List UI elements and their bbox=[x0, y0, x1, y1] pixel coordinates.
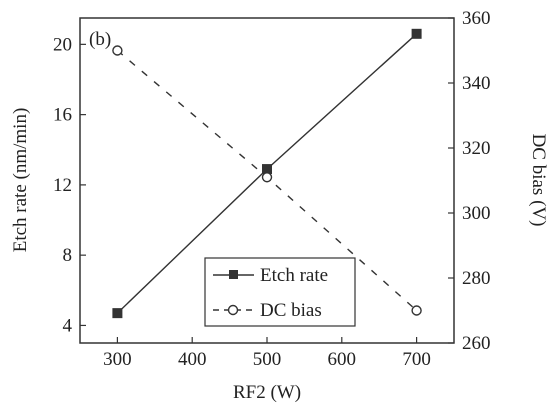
right-y-tick-label-300: 300 bbox=[462, 203, 491, 224]
legend-label-etch-rate: Etch rate bbox=[260, 265, 328, 286]
point-etch-rate-700 bbox=[411, 28, 422, 39]
legend-marker-etch-rate bbox=[229, 270, 238, 279]
left-y-tick-label-20: 20 bbox=[53, 34, 72, 55]
point-dc-bias-700 bbox=[411, 305, 422, 316]
left-y-axis-title: Etch rate (nm/min) bbox=[10, 108, 31, 253]
right-y-axis-title: DC bias (V) bbox=[528, 134, 549, 227]
point-etch-rate-300 bbox=[112, 308, 123, 319]
left-y-tick-label-16: 16 bbox=[53, 105, 72, 126]
legend: Etch rate DC bias bbox=[204, 257, 356, 327]
left-y-tick-label-8: 8 bbox=[63, 245, 73, 266]
right-y-tick-label-280: 280 bbox=[462, 268, 491, 289]
x-tick-label-500: 500 bbox=[253, 349, 282, 370]
x-axis-ticks: 300 400 500 600 700 bbox=[103, 337, 431, 370]
point-dc-bias-300 bbox=[112, 45, 123, 56]
left-y-tick-label-12: 12 bbox=[53, 175, 72, 196]
x-tick-label-400: 400 bbox=[178, 349, 207, 370]
left-y-tick-label-4: 4 bbox=[63, 315, 73, 336]
right-y-tick-label-260: 260 bbox=[462, 333, 491, 354]
right-y-tick-label-340: 340 bbox=[462, 73, 491, 94]
legend-box bbox=[204, 257, 356, 327]
right-y-tick-label-320: 320 bbox=[462, 138, 491, 159]
x-tick-label-300: 300 bbox=[103, 349, 132, 370]
x-tick-label-700: 700 bbox=[402, 349, 431, 370]
x-axis-title: RF2 (W) bbox=[233, 382, 301, 403]
right-y-tick-label-360: 360 bbox=[462, 8, 491, 29]
panel-label: (b) bbox=[89, 29, 111, 50]
left-y-axis-ticks: 4 8 12 16 20 bbox=[53, 34, 86, 336]
legend-label-dc-bias: DC bias bbox=[260, 300, 322, 321]
series-layer bbox=[112, 28, 422, 319]
right-y-axis-ticks: 260 280 300 320 340 360 bbox=[448, 8, 491, 354]
x-tick-label-600: 600 bbox=[328, 349, 357, 370]
point-etch-rate-500 bbox=[262, 164, 272, 175]
point-dc-bias-500 bbox=[261, 172, 273, 183]
legend-marker-dc-bias bbox=[227, 304, 239, 316]
